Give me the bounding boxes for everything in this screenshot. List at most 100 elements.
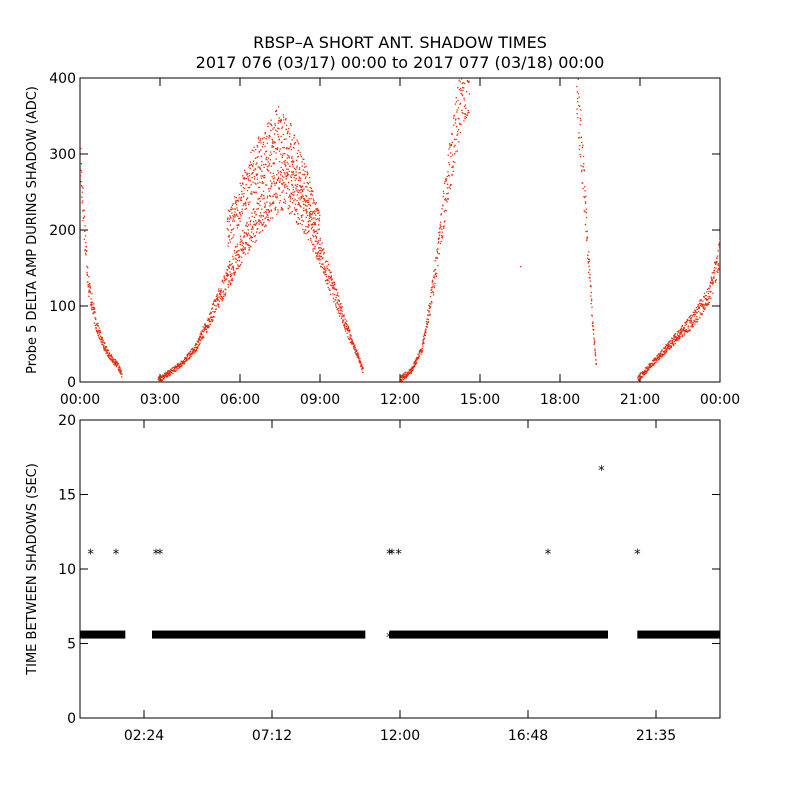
- data-point: [277, 170, 279, 172]
- data-point: [702, 306, 704, 308]
- data-point: [360, 365, 362, 367]
- data-point: [318, 217, 320, 219]
- data-point: [334, 283, 336, 286]
- data-point: [253, 160, 255, 162]
- data-point: [405, 376, 408, 378]
- data-point: [232, 236, 234, 238]
- data-point: [295, 174, 298, 176]
- data-point: [245, 243, 247, 245]
- data-point: [270, 129, 272, 132]
- data-point: [312, 190, 314, 192]
- data-point: [315, 202, 317, 204]
- data-point: [341, 321, 344, 324]
- data-point: [439, 228, 441, 230]
- data-point: [638, 375, 640, 377]
- data-point: [273, 175, 275, 177]
- data-point: [296, 139, 298, 141]
- data-point: [240, 215, 242, 217]
- data-point: [288, 136, 291, 138]
- data-point: [280, 178, 282, 180]
- data-point: [254, 235, 257, 237]
- data-point: [264, 145, 266, 147]
- data-point: [690, 325, 692, 327]
- data-point: [267, 214, 269, 217]
- data-point: [288, 147, 290, 149]
- data-point: [300, 215, 303, 217]
- data-point: [578, 148, 581, 151]
- data-point: [300, 186, 302, 188]
- data-point: [101, 343, 104, 345]
- data-point: [282, 168, 284, 171]
- data-point: [249, 167, 251, 170]
- data-point: [330, 293, 332, 295]
- data-point: [232, 218, 234, 220]
- data-point: [676, 338, 678, 340]
- data-point: [186, 355, 189, 357]
- data-point: [208, 325, 210, 327]
- data-point: [224, 292, 227, 294]
- data-point: [85, 241, 87, 244]
- data-point: [412, 367, 414, 369]
- data-point: [582, 182, 584, 184]
- data-point: [277, 172, 279, 174]
- data-point: [247, 252, 249, 254]
- data-point: [263, 197, 265, 199]
- data-point: [240, 238, 242, 240]
- data-point: [340, 309, 342, 311]
- data-point: [120, 369, 122, 371]
- outlier-marker: *: [386, 631, 393, 646]
- data-point: [93, 308, 95, 310]
- data-point: [652, 364, 654, 366]
- data-point: [304, 177, 306, 179]
- data-point: [160, 376, 162, 378]
- data-point: [667, 346, 669, 348]
- data-point: [664, 346, 666, 348]
- data-point: [254, 168, 257, 170]
- data-point: [593, 329, 595, 331]
- data-point: [256, 162, 258, 164]
- data-point: [252, 163, 255, 165]
- data-point: [671, 339, 673, 342]
- data-point: [107, 352, 109, 354]
- data-point: [585, 208, 587, 210]
- data-point: [290, 196, 292, 198]
- data-point: [675, 336, 677, 338]
- data-point: [586, 237, 589, 239]
- data-point: [196, 343, 198, 346]
- data-point: [218, 300, 221, 302]
- data-point: [451, 141, 453, 144]
- data-point: [642, 371, 644, 373]
- data-point: [272, 201, 275, 203]
- data-point: [211, 307, 214, 309]
- data-point: [358, 357, 360, 359]
- data-point: [458, 129, 460, 131]
- data-point: [162, 376, 164, 378]
- data-point: [296, 183, 299, 186]
- data-point: [445, 199, 447, 201]
- data-point: [705, 298, 707, 300]
- data-point: [218, 303, 220, 305]
- data-point: [222, 295, 225, 297]
- data-point: [211, 319, 213, 321]
- data-point: [211, 316, 213, 318]
- data-point: [660, 354, 662, 356]
- data-point: [348, 331, 350, 333]
- data-point: [674, 335, 676, 337]
- data-point: [84, 225, 86, 227]
- data-point: [337, 312, 340, 314]
- data-point: [292, 186, 295, 188]
- data-point: [167, 370, 169, 372]
- data-point: [426, 326, 428, 328]
- data-point: [343, 314, 345, 316]
- data-point: [273, 202, 275, 205]
- data-point: [403, 378, 405, 381]
- data-point: [273, 127, 275, 129]
- data-point: [684, 324, 686, 327]
- data-point: [258, 150, 260, 153]
- data-point: [317, 253, 319, 255]
- data-point: [237, 250, 239, 252]
- data-point: [454, 119, 457, 121]
- data-point: [210, 320, 212, 323]
- data-point: [253, 178, 256, 180]
- data-point: [348, 338, 350, 340]
